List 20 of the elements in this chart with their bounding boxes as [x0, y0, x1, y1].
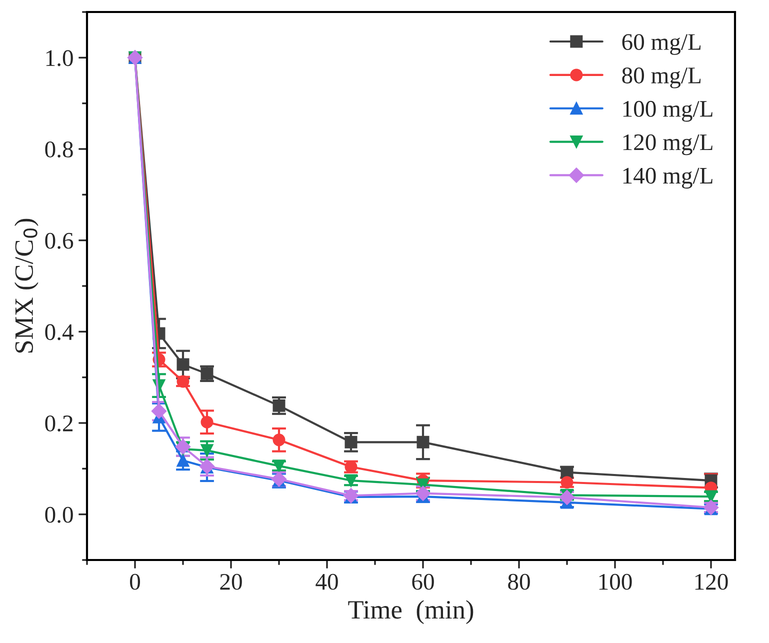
- legend-label: 140 mg/L: [623, 168, 712, 189]
- x-tick-label: 0: [130, 574, 140, 590]
- legend-label: 120 mg/L: [623, 134, 712, 156]
- x-tick-label: 80: [508, 574, 530, 590]
- x-tick-label: 20: [220, 574, 242, 590]
- y-tick-label: 0.4: [45, 324, 74, 340]
- x-tick-label: 40: [316, 574, 338, 590]
- x-tick-label: 60: [412, 574, 434, 590]
- y-tick-label: 1.0: [46, 50, 73, 66]
- y-tick-label: 0.8: [45, 141, 73, 158]
- y-tick-label: 0.2: [45, 415, 73, 432]
- legend-label: 100 mg/L: [623, 100, 712, 122]
- legend-label: 60 mg/L: [622, 34, 701, 55]
- y-axis-title: SMX (C/C$_{0}$): [14, 218, 38, 353]
- x-axis-title: Time (min): [348, 600, 474, 624]
- y-tick-label: 0.0: [45, 506, 73, 523]
- x-tick-label: 120: [695, 574, 728, 590]
- y-tick-label: 0.6: [45, 232, 74, 249]
- x-tick-label: 100: [599, 574, 632, 590]
- legend-label: 80 mg/L: [622, 68, 701, 88]
